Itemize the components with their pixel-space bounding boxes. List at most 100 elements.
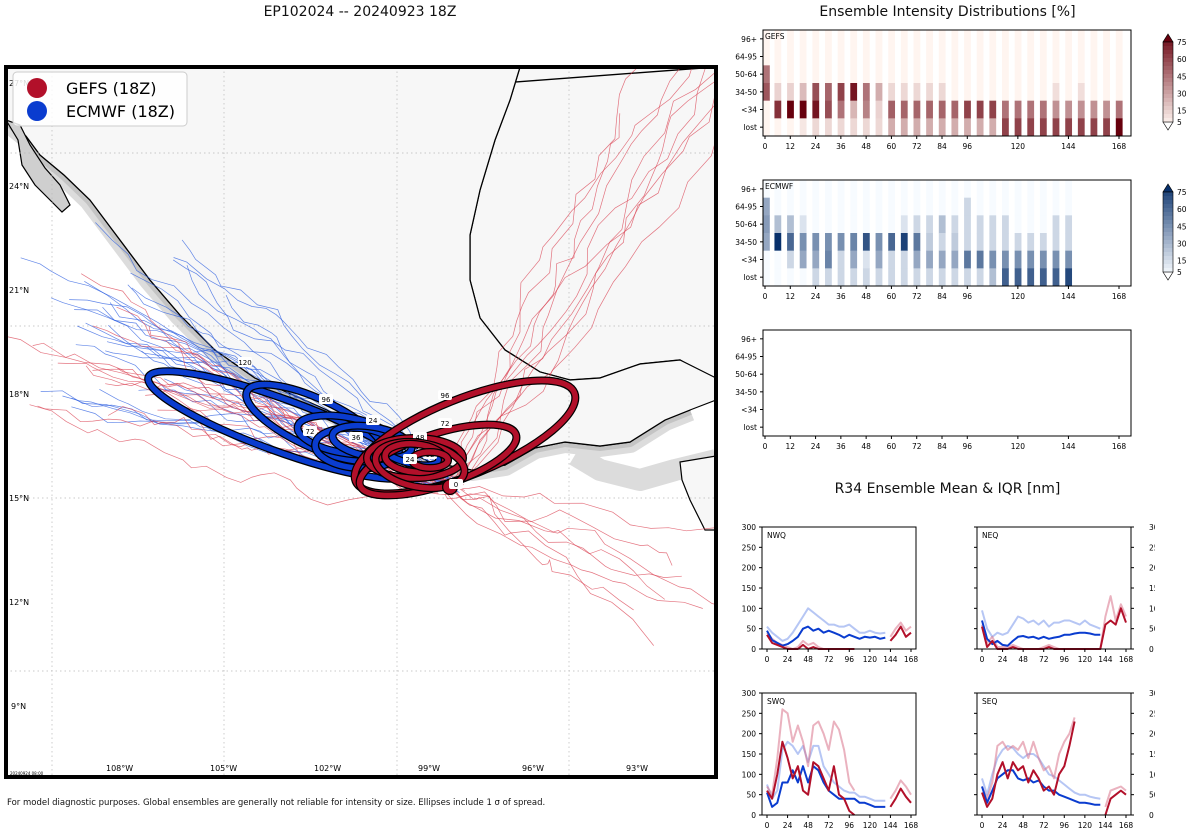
lat-label: 21°N <box>9 286 29 295</box>
heatmap-cell <box>926 250 933 269</box>
x-tick-label: 0 <box>765 655 770 664</box>
heatmap-cell <box>1002 250 1009 269</box>
heatmap-cell <box>1115 83 1123 101</box>
heatmap-cell <box>888 83 896 101</box>
heatmap-cell <box>837 30 845 48</box>
heatmap-cell <box>913 250 921 269</box>
legend-label-gefs: GEFS (18Z) <box>66 79 156 98</box>
colorbar-bottom <box>1162 271 1174 281</box>
y-tick-label: 250 <box>1149 709 1155 718</box>
x-tick-label: 0 <box>980 655 985 664</box>
x-tick-label: 24 <box>783 655 793 664</box>
ensemble-track <box>444 67 693 482</box>
y-tick-label: 96+ <box>741 185 757 194</box>
heatmap-cell <box>1002 83 1009 101</box>
y-tick-label: 50 <box>1149 625 1155 634</box>
ellipse-label: 48 <box>416 434 425 442</box>
heatmap-cell <box>850 83 858 101</box>
heatmap-cell <box>888 47 896 66</box>
heatmap-cell <box>875 197 883 216</box>
y-tick-label: 200 <box>1149 730 1155 739</box>
heatmap-cell <box>875 100 883 119</box>
heatmap-cell <box>888 268 896 287</box>
heatmap-cell <box>1027 100 1035 119</box>
heatmap-cell <box>1014 215 1022 234</box>
x-tick-label: 168 <box>1112 292 1127 301</box>
y-tick-label: 64-95 <box>735 53 757 62</box>
heatmap-cell <box>900 268 908 287</box>
heatmap-cell <box>862 65 870 84</box>
x-tick-label: 72 <box>824 655 834 664</box>
land-guatemala <box>679 455 716 531</box>
y-tick-label: 150 <box>1149 584 1155 593</box>
y-tick-label: 34-50 <box>735 388 757 397</box>
ensemble-track <box>439 484 666 600</box>
heatmap-cell <box>951 65 959 84</box>
heatmap-cell <box>862 197 870 216</box>
ensemble-track <box>439 482 682 578</box>
colorbar-frame <box>1162 41 1174 123</box>
timestamp: 20240924 08:00 <box>10 771 44 776</box>
heatmap-cell <box>964 83 971 101</box>
heatmap-cell <box>837 250 845 269</box>
heatmap-cell <box>900 118 908 137</box>
colorbar-step <box>1163 102 1173 107</box>
map-title: EP102024 -- 20240923 18Z <box>263 4 457 20</box>
y-tick-label: 64-95 <box>735 353 757 362</box>
y-tick-label: <34 <box>741 106 757 115</box>
ellipse-label-bg <box>449 479 463 489</box>
heatmap-cell <box>875 268 883 287</box>
ellipse-label-bg <box>238 357 252 367</box>
r34-title: R34 Ensemble Mean & IQR [nm] <box>834 481 1061 497</box>
x-tick-label: 24 <box>998 821 1008 830</box>
heatmap-cell <box>1014 250 1022 269</box>
heatmap-cell <box>799 83 807 101</box>
lat-label: 12°N <box>9 598 29 607</box>
heatmap-cell <box>1014 180 1022 198</box>
x-tick-label: 144 <box>1061 442 1076 451</box>
heatmap-cell <box>1103 118 1110 137</box>
heatmap-cell <box>825 47 832 66</box>
heatmap-cell <box>1090 83 1098 101</box>
y-tick-label: 100 <box>742 770 757 779</box>
colorbar-step <box>1163 224 1173 229</box>
heatmap-cell <box>787 233 794 251</box>
ecmwf-legend-marker <box>27 101 47 121</box>
heatmap-cell <box>964 197 971 216</box>
ensemble-track <box>450 138 716 486</box>
heatmap-cell <box>763 180 770 198</box>
heatmap-cell <box>1065 250 1073 269</box>
colorbar-step <box>1163 46 1173 51</box>
series-line <box>981 610 1101 638</box>
ellipse-label-bg <box>349 432 363 442</box>
colorbar-step <box>1163 86 1173 91</box>
x-tick-label: 96 <box>963 292 973 301</box>
heatmap-cell <box>1065 197 1073 216</box>
lat-label: 9°N <box>11 702 26 711</box>
x-tick-label: 168 <box>1112 442 1127 451</box>
y-tick-label: 200 <box>742 564 757 573</box>
heatmap-cell <box>900 215 908 234</box>
heatmap-cell <box>787 47 794 66</box>
y-tick-label: 200 <box>742 730 757 739</box>
heatmap-cell <box>825 180 832 198</box>
colorbar-step <box>1163 260 1173 265</box>
x-tick-label: 120 <box>1078 655 1093 664</box>
x-tick-label: 168 <box>1119 821 1134 830</box>
heatmap-cell <box>787 118 794 137</box>
heatmap-cell <box>964 65 971 84</box>
y-tick-label: 50-64 <box>735 370 757 379</box>
heatmap-cell <box>1039 30 1047 48</box>
x-tick-label: 60 <box>887 292 897 301</box>
heatmap-cell <box>1014 100 1022 119</box>
heatmap-cell <box>787 30 794 48</box>
heatmap-cell <box>787 83 794 101</box>
r34-swq-chart: SWQ 0 50 100 150 200 250 300 0 24 48 72 96 120 144 168 <box>742 689 919 830</box>
heatmap-cell <box>1065 268 1073 287</box>
heatmap-label: GEFS <box>765 32 785 41</box>
heatmap-cell <box>1002 215 1009 234</box>
y-tick-label: 0 <box>751 811 756 820</box>
heatmap-cell <box>799 100 807 119</box>
heatmap-cell <box>875 233 883 251</box>
ensemble-track <box>439 483 634 611</box>
